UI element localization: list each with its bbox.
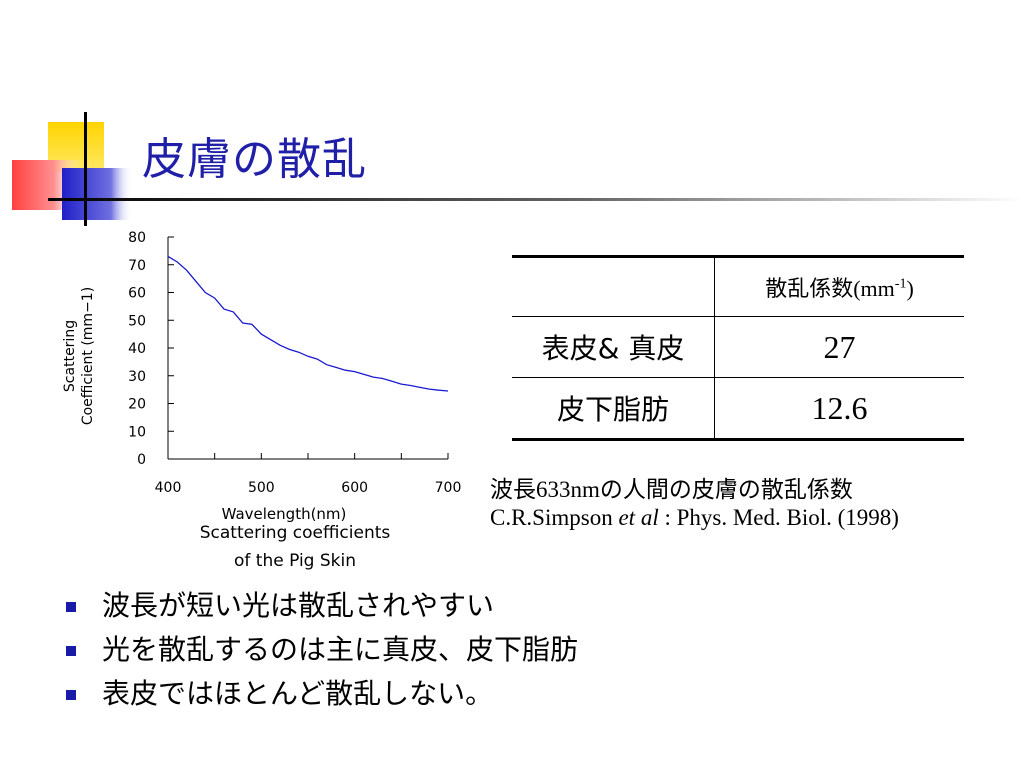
- chart-caption-line1: Scattering coefficients: [199, 523, 391, 543]
- table-row-value: 12.6: [714, 377, 964, 441]
- bullet-text: 波長が短い光は散乱されやすい: [102, 589, 495, 622]
- bullet-text: 表皮ではほとんど散乱しない。: [102, 677, 494, 710]
- table-note: 波長633nmの人間の皮膚の散乱係数: [490, 477, 853, 502]
- table-header-label: 散乱係数(mm: [765, 276, 895, 301]
- blue-bar: [62, 168, 132, 220]
- chart-caption: Scattering coefficients of the Pig Skin: [160, 519, 430, 575]
- bullet-square-icon: [66, 646, 76, 656]
- table-header-sup: -1: [894, 276, 907, 292]
- horizontal-rule: [48, 198, 1024, 201]
- x-axis-label: Wavelength(nm): [222, 505, 347, 523]
- series-line: [167, 255, 449, 392]
- x-tick-label: 600: [341, 480, 368, 496]
- y-tick-label: 10: [128, 424, 146, 440]
- y-tick-label: 70: [128, 258, 146, 274]
- citation-rest: : Phys. Med. Biol. (1998): [658, 505, 899, 530]
- table-header-empty: [512, 255, 715, 317]
- table-row-value: 27: [714, 316, 964, 378]
- table-header-cell: 散乱係数(mm-1): [714, 255, 964, 317]
- page-title: 皮膚の散乱: [142, 134, 367, 185]
- y-tick-label: 60: [128, 286, 146, 302]
- citation-authors: C.R.Simpson: [490, 505, 619, 530]
- x-tick-label: 700: [435, 480, 462, 496]
- bullet-text: 光を散乱するのは主に真皮、皮下脂肪: [102, 633, 579, 666]
- bullet-square-icon: [66, 602, 76, 612]
- table-row-label: 表皮& 真皮: [512, 316, 715, 378]
- list-item: 表皮ではほとんど散乱しない。: [60, 672, 578, 716]
- y-tick-label: 50: [128, 313, 146, 329]
- scattering-table: 散乱係数(mm-1) 表皮& 真皮 27 皮下脂肪 12.6: [512, 255, 964, 441]
- table-row: 皮下脂肪 12.6: [512, 377, 964, 441]
- table-header-row: 散乱係数(mm-1): [512, 255, 964, 317]
- header-decoration: [12, 112, 1024, 226]
- scattering-chart: 0 10 20 30 40 50 60 70 80 400 500 600 700 Wavelength(…: [62, 230, 462, 523]
- list-item: 光を散乱するのは主に真皮、皮下脂肪: [60, 628, 578, 672]
- y-tick-label: 40: [128, 341, 146, 357]
- vertical-rule: [84, 112, 87, 226]
- y-tick-label: 30: [128, 369, 146, 385]
- y-tick-label: 80: [128, 230, 146, 246]
- table-row-label: 皮下脂肪: [512, 377, 715, 441]
- table-header-close: ): [906, 276, 914, 301]
- bullet-list: 波長が短い光は散乱されやすい 光を散乱するのは主に真皮、皮下脂肪 表皮ではほとん…: [60, 584, 578, 716]
- citation: C.R.Simpson et al : Phys. Med. Biol. (19…: [490, 505, 899, 531]
- chart-caption-line2: of the Pig Skin: [233, 551, 357, 571]
- y-tick-label: 0: [137, 452, 146, 468]
- list-item: 波長が短い光は散乱されやすい: [60, 584, 578, 628]
- x-tick-label: 400: [155, 480, 182, 496]
- y-axis-label: Scattering Coefficient (mm−1): [62, 287, 96, 425]
- table-row: 表皮& 真皮 27: [512, 316, 964, 378]
- x-tick-label: 500: [248, 480, 275, 496]
- y-tick-label: 20: [128, 397, 146, 413]
- bullet-square-icon: [66, 690, 76, 700]
- citation-etal: et al: [618, 505, 659, 530]
